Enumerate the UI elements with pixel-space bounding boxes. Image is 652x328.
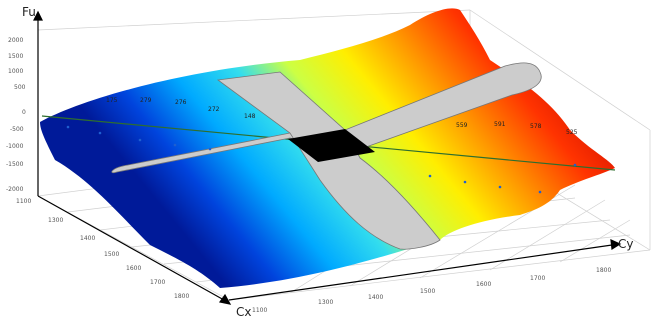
x-tick-label: 1600 [126, 265, 141, 272]
point-label: 591 [494, 121, 506, 128]
x-tick-label: 1300 [48, 217, 63, 224]
z-tick-label: 1000 [8, 68, 23, 75]
z-tick-label: 2000 [8, 37, 23, 44]
z-tick-label: -500 [10, 126, 24, 133]
z-tick-label: 500 [14, 84, 26, 91]
point-labels-right: 559 591 578 525 [456, 121, 578, 136]
z-tick-label: -1000 [6, 143, 24, 150]
point-label: 276 [175, 99, 187, 106]
y-axis-ticks: 1100 1300 1400 1500 1600 1700 1800 [252, 267, 611, 314]
point-label: 175 [106, 97, 118, 104]
x-tick-label: 1100 [16, 198, 31, 205]
z-axis-ticks: 2000 1500 1000 500 0 -500 -1000 -1500 -2… [6, 37, 26, 193]
z-tick-label: -2000 [6, 186, 24, 193]
z-tick-label: -1500 [6, 161, 24, 168]
y-tick-label: 1700 [530, 275, 545, 282]
blue-markers [66, 125, 577, 194]
x-tick-label: 1700 [150, 279, 165, 286]
point-label: 272 [208, 106, 220, 113]
point-labels-left: 175 279 276 272 148 [106, 97, 256, 120]
y-tick-label: 1300 [318, 299, 333, 306]
y-tick-label: 1100 [252, 307, 267, 314]
y-axis-label: Cy [618, 237, 633, 251]
x-tick-label: 1800 [174, 293, 189, 300]
point-label: 525 [566, 129, 578, 136]
point-label: 148 [244, 113, 256, 120]
z-tick-label: 1500 [8, 53, 23, 60]
x-axis-label: Cx [236, 305, 251, 319]
y-tick-label: 1500 [420, 288, 435, 295]
point-label: 559 [456, 122, 468, 129]
x-tick-label: 1400 [80, 235, 95, 242]
cross-band-vertical [216, 71, 441, 250]
cross-band-horizontal [111, 62, 542, 174]
center-zero-region [288, 129, 375, 162]
x-tick-label: 1500 [104, 251, 119, 258]
z-tick-label: 0 [22, 109, 26, 116]
y-tick-label: 1800 [596, 267, 611, 274]
point-label: 578 [530, 123, 542, 130]
y-tick-label: 1400 [368, 294, 383, 301]
x-axis-ticks: 1100 1300 1400 1500 1600 1700 1800 [16, 198, 189, 300]
y-tick-label: 1600 [476, 281, 491, 288]
point-label: 279 [140, 97, 152, 104]
axes [33, 10, 622, 305]
z-axis-label: Fu [22, 5, 36, 19]
